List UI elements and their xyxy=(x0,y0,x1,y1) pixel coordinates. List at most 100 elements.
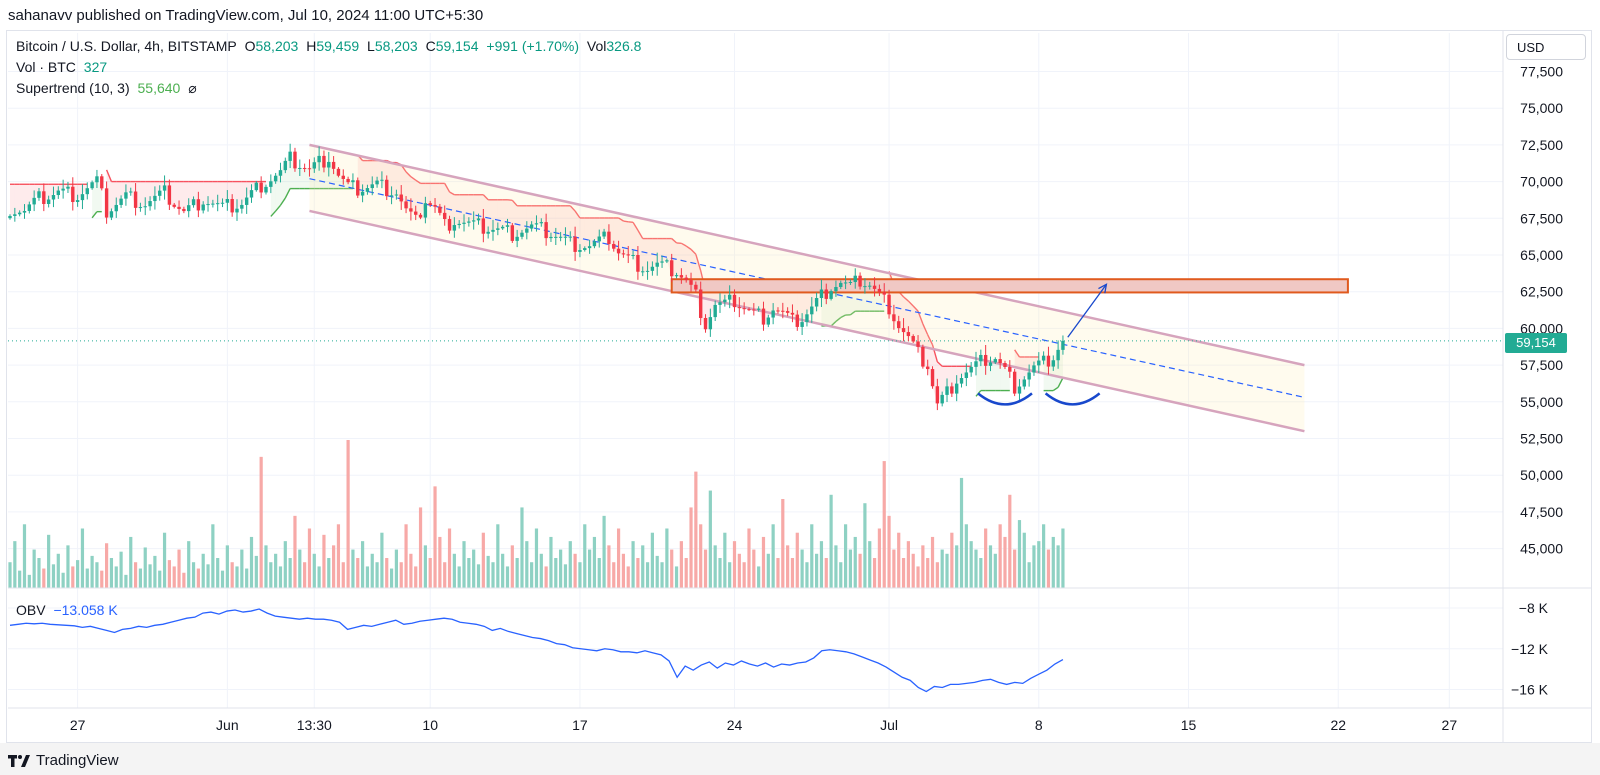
eye-off-icon[interactable]: ⌀ xyxy=(188,80,197,96)
candle-body xyxy=(273,175,278,182)
candle-body xyxy=(201,204,205,211)
candle-body xyxy=(27,204,32,211)
volume-bar xyxy=(776,558,780,588)
candle-body xyxy=(75,200,80,203)
price-axis-label: 72,500 xyxy=(1520,137,1563,153)
tradingview-logo[interactable]: TradingView xyxy=(8,752,119,769)
volume-bar xyxy=(607,545,611,588)
candle-body xyxy=(776,310,780,312)
supertrend-fill xyxy=(14,184,20,215)
candle-body xyxy=(848,282,853,284)
volume-bar xyxy=(327,558,331,588)
candle-body xyxy=(302,167,307,169)
candle-body xyxy=(119,198,123,205)
volume-bar xyxy=(979,558,983,588)
volume-bar xyxy=(56,553,60,588)
volume-bar xyxy=(645,562,650,588)
candle-body xyxy=(554,236,558,238)
volume-bar xyxy=(385,558,389,588)
supertrend-line xyxy=(410,176,417,181)
candle-body xyxy=(172,204,176,207)
supertrend-line xyxy=(284,188,291,199)
volume-bar xyxy=(389,568,394,588)
volume-bar xyxy=(105,543,109,588)
supertrend-fill xyxy=(179,181,184,212)
supertrend-fill xyxy=(748,290,754,310)
supertrend-line xyxy=(931,344,939,362)
supertrend-line xyxy=(936,361,943,367)
candle-body xyxy=(496,228,500,230)
volume-bar xyxy=(274,553,278,588)
candle-body xyxy=(61,188,65,191)
candle-body xyxy=(544,222,548,239)
candle-body xyxy=(954,383,959,394)
volume-bar xyxy=(476,564,481,588)
candle-body xyxy=(843,282,848,284)
candle-body xyxy=(133,191,138,208)
volume-bar xyxy=(1027,562,1031,588)
candle-body xyxy=(858,275,862,287)
candle-body xyxy=(438,206,442,213)
supertrend-fill xyxy=(720,290,725,303)
supertrend-fill xyxy=(430,183,436,207)
volume-bar xyxy=(892,549,896,588)
supertrend-line xyxy=(903,296,909,302)
candle-body xyxy=(872,285,877,289)
volume-bar xyxy=(786,545,790,588)
candle-body xyxy=(592,241,597,247)
volume-bar xyxy=(109,558,114,588)
volume-bar xyxy=(703,549,708,588)
supertrend-label[interactable]: Supertrend (10, 3) xyxy=(16,80,130,96)
candle-body xyxy=(641,271,645,273)
symbol-title[interactable]: Bitcoin / U.S. Dollar, 4h, BITSTAMP xyxy=(16,38,237,54)
candle-body xyxy=(404,201,408,209)
volume-bar xyxy=(254,555,258,588)
supertrend-fill xyxy=(628,221,634,256)
candle-body xyxy=(71,186,75,203)
volume-bar xyxy=(8,562,12,588)
currency-button[interactable]: USD xyxy=(1506,34,1586,60)
supertrend-fill xyxy=(1033,356,1039,366)
supertrend-fill xyxy=(536,205,542,224)
volume-bar xyxy=(897,532,901,588)
supertrend-line xyxy=(690,248,697,255)
volume-bar xyxy=(133,562,138,588)
volume-bar xyxy=(568,541,572,588)
volume-bar xyxy=(544,566,548,588)
candle-body xyxy=(153,195,157,202)
candle-body xyxy=(602,231,606,237)
chart-frame[interactable] xyxy=(6,30,1592,743)
volume-bar xyxy=(998,524,1002,588)
supertrend-fill xyxy=(459,194,465,224)
volume-bar xyxy=(119,551,123,588)
symbol-legend: Bitcoin / U.S. Dollar, 4h, BITSTAMP O58,… xyxy=(16,38,645,54)
candle-body xyxy=(790,312,795,315)
supertrend-fill xyxy=(710,290,716,318)
supertrend-fill xyxy=(372,160,378,185)
volume-bar xyxy=(969,541,973,588)
time-axis-label: 27 xyxy=(70,717,86,733)
candle-body xyxy=(37,191,41,198)
volume-bar xyxy=(887,515,891,588)
volume-bar xyxy=(901,558,906,588)
candle-body xyxy=(1051,360,1055,367)
supertrend-fill xyxy=(348,180,353,189)
volume-bar xyxy=(829,494,833,588)
candle-body xyxy=(443,212,447,220)
obv-label[interactable]: OBV xyxy=(16,602,46,618)
candle-body xyxy=(698,289,703,318)
volume-indicator-label[interactable]: Vol · BTC xyxy=(16,59,76,75)
volume-bar xyxy=(172,566,176,588)
candle-body xyxy=(520,232,524,237)
volume-bar xyxy=(747,528,751,588)
volume-bar xyxy=(225,545,229,588)
supertrend-fill xyxy=(391,162,397,196)
publish-info-text: sahanavv published on TradingView.com, J… xyxy=(8,7,484,24)
supertrend-fill xyxy=(497,199,503,229)
candle-body xyxy=(805,314,809,323)
candle-body xyxy=(177,206,181,209)
candle-body xyxy=(718,302,722,305)
candle-body xyxy=(95,176,99,183)
candle-body xyxy=(573,236,577,252)
